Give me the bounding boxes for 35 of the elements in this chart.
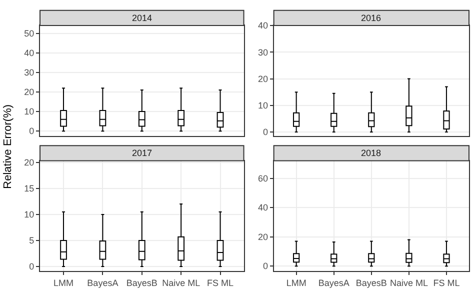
x-tick-label: BayesA (318, 278, 350, 288)
y-tick-label: 30 (258, 47, 268, 58)
y-tick-label: 10 (258, 100, 268, 111)
y-tick-label: 40 (24, 48, 34, 58)
y-tick-label: 20 (24, 87, 34, 98)
y-tick-label: 10 (24, 210, 34, 220)
x-tick-label: FS ML (207, 278, 234, 288)
y-tick-label: 50 (24, 28, 34, 39)
y-tick-label: 30 (24, 68, 34, 78)
y-tick-label: 0 (29, 126, 34, 136)
y-tick-label: 10 (24, 106, 34, 117)
y-tick-label: 20 (258, 232, 268, 242)
x-tick-label: LMM (286, 278, 306, 288)
y-tick-label: 60 (258, 174, 268, 184)
x-tick-label: FS ML (433, 278, 460, 288)
x-tick-label: BayesB (356, 278, 387, 288)
chart-title: 2017 (132, 148, 152, 158)
y-tick-label: 5 (29, 236, 34, 246)
chart-title: 2016 (361, 13, 382, 23)
x-tick-label: LMM (54, 278, 74, 288)
y-axis-title: Relative Error(%) (2, 104, 14, 189)
y-tick-label: 0 (29, 262, 34, 272)
x-tick-label: Naive ML (162, 278, 200, 288)
y-tick-label: 0 (262, 127, 268, 138)
y-tick-label: 0 (262, 261, 268, 272)
y-tick-label: 15 (24, 184, 34, 194)
y-tick-label: 40 (258, 202, 268, 213)
x-tick-label: Naive ML (390, 278, 428, 288)
chart-title: 2014 (132, 13, 152, 23)
y-tick-label: 20 (24, 158, 34, 168)
y-tick-label: 40 (258, 20, 268, 31)
chart-title: 2018 (361, 148, 382, 158)
x-tick-label: BayesA (87, 278, 118, 288)
x-tick-label: BayesB (126, 278, 158, 288)
y-tick-label: 20 (258, 74, 268, 84)
